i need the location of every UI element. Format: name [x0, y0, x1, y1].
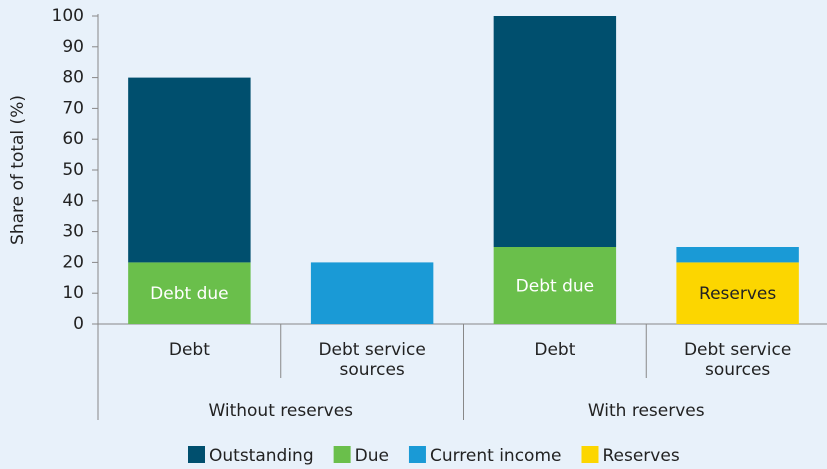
bar-segment: [128, 262, 251, 324]
y-tick-label: 10: [62, 283, 84, 303]
y-tick-label: 60: [62, 129, 84, 149]
bar-segment: [493, 247, 617, 324]
y-tick-label: 90: [62, 37, 84, 57]
y-tick-label: 20: [62, 252, 84, 272]
legend-label: Reserves: [602, 446, 679, 466]
legend-label: Outstanding: [209, 446, 314, 466]
segment-label: Debt due: [150, 284, 228, 304]
y-tick-label: 0: [73, 314, 84, 334]
y-axis-label: Share of total (%): [8, 95, 28, 245]
x-tick-label: Debt: [534, 340, 576, 360]
y-tick-label: 100: [52, 6, 84, 26]
bar-segment: [310, 262, 434, 324]
x-tick-label: Debt service sources: [318, 340, 426, 380]
y-tick-label: 30: [62, 222, 84, 242]
group-label: Without reserves: [208, 401, 353, 421]
legend-label: Due: [355, 446, 389, 466]
segment-label: Debt due: [516, 277, 594, 297]
x-tick-label: Debt: [168, 340, 210, 360]
legend-swatch: [408, 446, 426, 463]
y-tick-label: 70: [62, 98, 84, 118]
bar-segment: [676, 262, 799, 324]
bar-segment: [676, 247, 799, 263]
y-tick-label: 50: [62, 160, 84, 180]
bar-segment: [128, 77, 251, 263]
y-tick-label: 80: [62, 68, 84, 88]
y-tick-label: 40: [62, 191, 84, 211]
segment-label: Reserves: [699, 284, 776, 304]
group-label: With reserves: [588, 401, 705, 421]
legend-swatch: [581, 446, 599, 463]
x-tick-label: Debt service sources: [683, 340, 792, 380]
legend-swatch: [188, 446, 205, 463]
legend-swatch: [333, 446, 351, 463]
legend-label: Current income: [430, 446, 562, 466]
bar-segment: [493, 16, 617, 247]
